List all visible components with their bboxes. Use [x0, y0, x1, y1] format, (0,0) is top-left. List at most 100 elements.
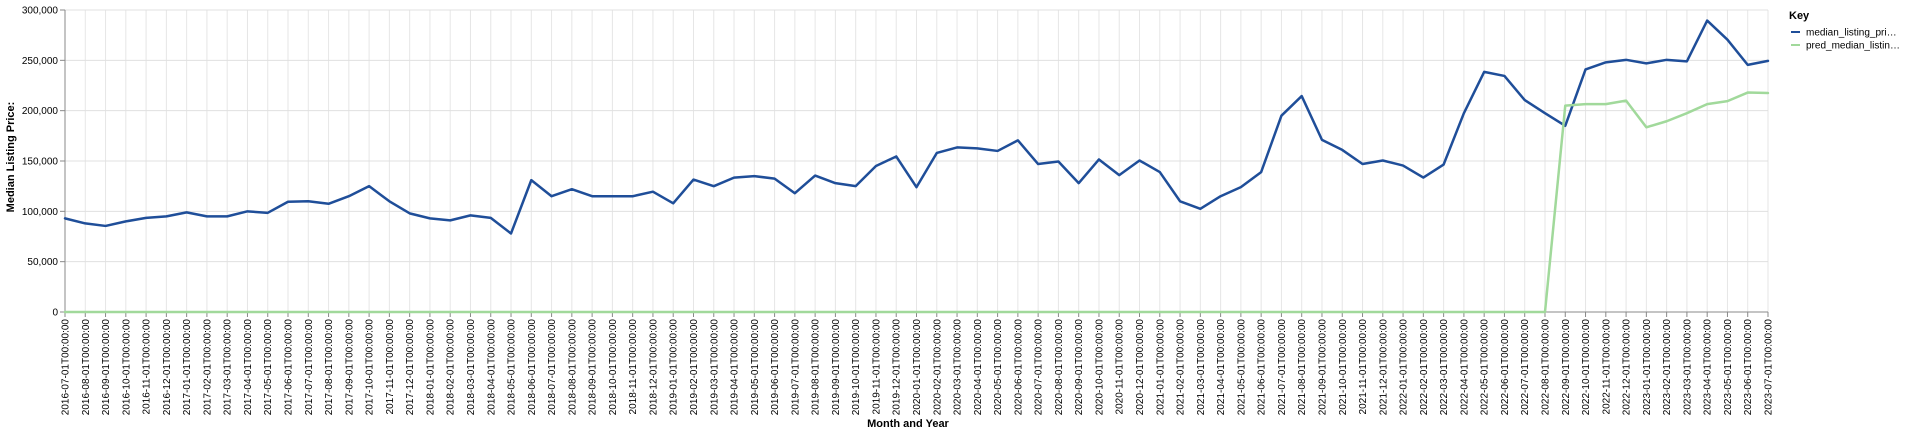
- x-tick-label: 2017-09-01T00:00:00: [344, 319, 355, 416]
- x-tick-label: 2022-09-01T00:00:00: [1561, 319, 1572, 416]
- x-tick-label: 2019-01-01T00:00:00: [669, 319, 680, 416]
- x-tick-label: 2023-05-01T00:00:00: [1723, 319, 1734, 416]
- x-tick-label: 2021-10-01T00:00:00: [1338, 319, 1349, 416]
- y-axis-title: Median Listing Price:: [5, 102, 17, 213]
- y-tick-label: 250,000: [22, 56, 59, 67]
- x-tick-label: 2022-05-01T00:00:00: [1480, 319, 1491, 416]
- x-tick-label: 2018-10-01T00:00:00: [608, 319, 619, 416]
- x-tick-label: 2020-11-01T00:00:00: [1115, 319, 1126, 415]
- x-tick-label: 2017-02-01T00:00:00: [202, 319, 213, 416]
- x-tick-label: 2017-10-01T00:00:00: [365, 319, 376, 416]
- legend-items: median_listing_pri… pred_median_listin…: [1791, 28, 1900, 52]
- legend: Key median_listing_pri… pred_median_listi…: [1789, 10, 1900, 52]
- x-axis-title: Month and Year: [867, 418, 949, 430]
- x-tick-label: 2020-05-01T00:00:00: [993, 319, 1004, 416]
- x-tick-label: 2016-07-01T00:00:00: [61, 319, 72, 416]
- x-tick-label: 2019-04-01T00:00:00: [730, 319, 741, 416]
- x-tick-label: 2019-05-01T00:00:00: [750, 319, 761, 416]
- x-tick-label: 2021-04-01T00:00:00: [1216, 319, 1227, 416]
- y-tick-label: 100,000: [22, 207, 59, 218]
- x-tick-label: 2020-01-01T00:00:00: [912, 319, 923, 416]
- x-tick-label: 2016-11-01T00:00:00: [142, 319, 153, 415]
- x-tick-label: 2022-12-01T00:00:00: [1622, 319, 1633, 416]
- x-tick-label: 2020-02-01T00:00:00: [932, 319, 943, 416]
- x-tick-label: 2021-11-01T00:00:00: [1358, 319, 1369, 415]
- series-line-1: [63, 19, 1770, 235]
- legend-label-1: median_listing_pri…: [1806, 28, 1897, 39]
- x-tick-label: 2017-03-01T00:00:00: [223, 319, 234, 416]
- x-tick-label: 2022-02-01T00:00:00: [1419, 319, 1430, 416]
- x-tick-label: 2021-08-01T00:00:00: [1297, 319, 1308, 416]
- x-tick-label: 2023-04-01T00:00:00: [1703, 319, 1714, 416]
- y-tick-label: 200,000: [22, 106, 59, 117]
- x-tick-label: 2019-08-01T00:00:00: [811, 319, 822, 416]
- x-tick-label: 2020-03-01T00:00:00: [953, 319, 964, 416]
- x-tick-label: 2020-10-01T00:00:00: [1094, 319, 1105, 416]
- x-tick-label: 2020-06-01T00:00:00: [1013, 319, 1024, 416]
- axis-layer: 0 50,000 100,000 150,000 200,000 250,000 300,0…: [22, 6, 1775, 416]
- x-tick-label: 2019-06-01T00:00:00: [770, 319, 781, 416]
- x-tick-label: 2019-11-01T00:00:00: [871, 319, 882, 415]
- x-tick-label: 2021-01-01T00:00:00: [1155, 319, 1166, 416]
- x-tick-label: 2022-07-01T00:00:00: [1520, 319, 1531, 416]
- x-tick-label: 2018-07-01T00:00:00: [547, 319, 558, 416]
- x-tick-label: 2023-06-01T00:00:00: [1743, 319, 1754, 416]
- x-tick-label: 2021-05-01T00:00:00: [1236, 319, 1247, 416]
- x-tick-label: 2019-03-01T00:00:00: [709, 319, 720, 416]
- x-tick-label: 2022-10-01T00:00:00: [1581, 319, 1592, 416]
- x-tick-label: 2018-06-01T00:00:00: [527, 319, 538, 416]
- x-tick-label: 2021-03-01T00:00:00: [1196, 319, 1207, 416]
- x-tick-label: 2019-10-01T00:00:00: [851, 319, 862, 416]
- x-tick-label: 2018-09-01T00:00:00: [588, 319, 599, 416]
- x-tick-label: 2020-08-01T00:00:00: [1054, 319, 1065, 416]
- x-tick-label: 2016-08-01T00:00:00: [81, 319, 92, 416]
- x-tick-label: 2020-09-01T00:00:00: [1074, 319, 1085, 416]
- x-tick-label: 2018-03-01T00:00:00: [466, 319, 477, 416]
- x-tick-label: 2019-09-01T00:00:00: [831, 319, 842, 416]
- x-tick-label: 2022-04-01T00:00:00: [1459, 319, 1470, 416]
- x-tick-label: 2016-10-01T00:00:00: [121, 319, 132, 416]
- x-tick-label: 2017-05-01T00:00:00: [263, 319, 274, 416]
- x-tick-label: 2021-02-01T00:00:00: [1176, 319, 1187, 416]
- x-tick-label: 2017-08-01T00:00:00: [324, 319, 335, 416]
- y-tick-label: 300,000: [22, 6, 59, 17]
- x-tick-label: 2018-12-01T00:00:00: [648, 319, 659, 416]
- x-tick-label: 2018-04-01T00:00:00: [486, 319, 497, 416]
- x-tick-label: 2022-11-01T00:00:00: [1601, 319, 1612, 415]
- x-tick-label: 2017-06-01T00:00:00: [284, 319, 295, 416]
- x-tick-label: 2022-08-01T00:00:00: [1540, 319, 1551, 416]
- x-tick-label: 2023-02-01T00:00:00: [1662, 319, 1673, 416]
- x-tick-label: 2018-05-01T00:00:00: [507, 319, 518, 416]
- series-layer: [63, 19, 1770, 314]
- x-tick-label: 2017-07-01T00:00:00: [304, 319, 315, 416]
- x-tick-label: 2021-12-01T00:00:00: [1378, 319, 1389, 416]
- legend-label-2: pred_median_listin…: [1806, 41, 1900, 52]
- y-tick-label: 50,000: [27, 257, 58, 268]
- x-tick-label: 2023-07-01T00:00:00: [1764, 319, 1775, 416]
- x-tick-label: 2021-06-01T00:00:00: [1257, 319, 1268, 416]
- x-tick-label: 2020-04-01T00:00:00: [973, 319, 984, 416]
- x-tick-label: 2018-11-01T00:00:00: [628, 319, 639, 415]
- grid-layer: [64, 9, 1769, 313]
- x-tick-label: 2021-07-01T00:00:00: [1277, 319, 1288, 416]
- x-tick-label: 2019-02-01T00:00:00: [689, 319, 700, 416]
- x-tick-label: 2016-12-01T00:00:00: [162, 319, 173, 416]
- x-tick-label: 2022-01-01T00:00:00: [1399, 319, 1410, 416]
- y-tick-label: 0: [52, 308, 58, 319]
- x-tick-label: 2017-11-01T00:00:00: [385, 319, 396, 415]
- x-tick-label: 2017-01-01T00:00:00: [182, 319, 193, 416]
- x-tick-label: 2022-03-01T00:00:00: [1439, 319, 1450, 416]
- series-line-2: [63, 91, 1770, 314]
- x-tick-label: 2018-08-01T00:00:00: [567, 319, 578, 416]
- x-tick-label: 2019-07-01T00:00:00: [790, 319, 801, 416]
- x-tick-label: 2023-01-01T00:00:00: [1642, 319, 1653, 416]
- x-tick-label: 2020-07-01T00:00:00: [1034, 319, 1045, 416]
- x-tick-label: 2016-09-01T00:00:00: [101, 319, 112, 416]
- x-tick-label: 2018-02-01T00:00:00: [446, 319, 457, 416]
- x-tick-label: 2018-01-01T00:00:00: [425, 319, 436, 416]
- x-tick-label: 2017-04-01T00:00:00: [243, 319, 254, 416]
- x-tick-label: 2022-06-01T00:00:00: [1500, 319, 1511, 416]
- x-tick-label: 2019-12-01T00:00:00: [892, 319, 903, 416]
